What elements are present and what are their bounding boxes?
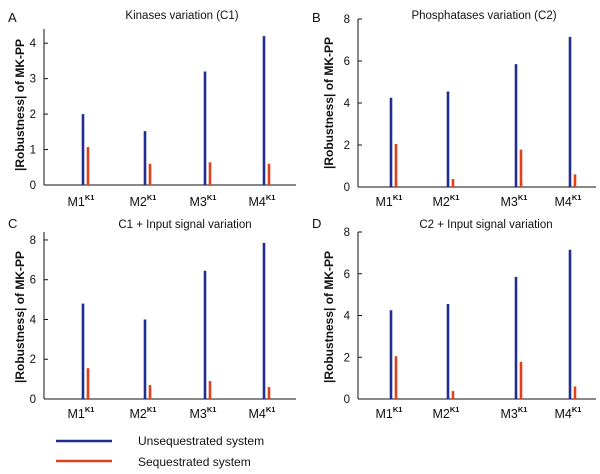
y-axis-label: |Robustness| of MK-PP xyxy=(322,251,336,383)
x-tick-label: M4K1 xyxy=(555,405,582,421)
y-tick-label: 6 xyxy=(30,275,36,287)
panel-a: A Kinases variation (C1) |Robustness| of M… xyxy=(8,10,296,209)
y-tick-label: 8 xyxy=(344,227,350,239)
panel-title: C2 + Input signal variation xyxy=(419,219,552,231)
x-tick-label: M2K1 xyxy=(130,193,157,209)
x-tick-label: M3K1 xyxy=(190,193,217,209)
x-tick-label: M1K1 xyxy=(68,193,95,209)
legend-label-unsequestrated: Unsequestrated system xyxy=(138,434,264,448)
panel-letter: A xyxy=(8,10,17,25)
x-tick-label: M1K1 xyxy=(376,405,403,421)
x-tick-label: M3K1 xyxy=(501,405,528,421)
x-tick-label: M3K1 xyxy=(501,193,528,209)
legend-label-sequestrated: Sequestrated system xyxy=(138,455,251,469)
panels: A Kinases variation (C1) |Robustness| of M… xyxy=(8,10,596,421)
y-tick-label: 1 xyxy=(30,145,36,157)
x-tick-label: M1K1 xyxy=(68,405,95,421)
y-tick-label: 0 xyxy=(30,394,36,406)
x-tick-label: M1K1 xyxy=(376,193,403,209)
y-tick-label: 6 xyxy=(344,269,350,281)
y-tick-label: 3 xyxy=(30,74,36,86)
panel-letter: D xyxy=(312,216,321,231)
panel-c: C C1 + Input signal variation |Robustness|… xyxy=(8,216,296,421)
y-tick-label: 4 xyxy=(30,38,37,50)
panel-letter: B xyxy=(312,10,321,25)
y-tick-label: 4 xyxy=(344,98,351,110)
y-tick-label: 4 xyxy=(344,311,351,323)
panel-title: Kinases variation (C1) xyxy=(125,10,238,22)
y-tick-label: 2 xyxy=(344,140,350,152)
y-tick-label: 4 xyxy=(30,314,37,326)
x-tick-label: M3K1 xyxy=(190,405,217,421)
x-tick-label: M2K1 xyxy=(433,193,460,209)
legend: Unsequestrated system Sequestrated syste… xyxy=(56,434,264,469)
y-tick-label: 0 xyxy=(344,182,350,194)
x-tick-label: M4K1 xyxy=(249,405,276,421)
y-tick-label: 8 xyxy=(30,235,36,247)
y-tick-label: 0 xyxy=(344,394,350,406)
x-tick-label: M4K1 xyxy=(249,193,276,209)
y-tick-label: 6 xyxy=(344,56,350,68)
panel-title: Phosphatases variation (C2) xyxy=(411,10,556,22)
panel-title: C1 + Input signal variation xyxy=(118,219,251,231)
x-tick-label: M4K1 xyxy=(555,193,582,209)
y-tick-label: 8 xyxy=(344,14,350,26)
y-axis-label: |Robustness| of MK-PP xyxy=(13,39,27,171)
y-tick-label: 2 xyxy=(30,109,36,121)
y-axis-label: |Robustness| of MK-PP xyxy=(13,251,27,383)
x-tick-label: M2K1 xyxy=(433,405,460,421)
panel-letter: C xyxy=(8,216,17,231)
y-tick-label: 2 xyxy=(30,354,36,366)
panel-b: B Phosphatases variation (C2) |Robustness|… xyxy=(312,10,596,209)
y-tick-label: 2 xyxy=(344,352,350,364)
x-tick-label: M2K1 xyxy=(130,405,157,421)
panel-d: D C2 + Input signal variation |Robustness|… xyxy=(312,216,596,421)
y-tick-label: 0 xyxy=(30,180,36,192)
y-axis-label: |Robustness| of MK-PP xyxy=(322,37,336,169)
